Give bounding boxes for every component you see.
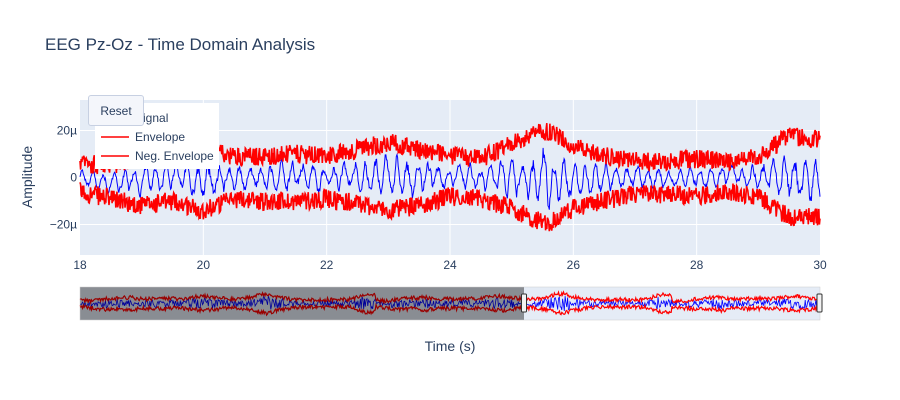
range-slider-neg-envelope-line — [79, 302, 821, 317]
y-tick-label: 0 — [70, 171, 77, 185]
legend-item-neg-envelope[interactable]: Neg. Envelope — [101, 149, 214, 163]
reset-button[interactable]: Reset — [88, 95, 144, 126]
legend[interactable]: Signal Envelope Neg. Envelope — [95, 103, 219, 169]
x-tick-label: 30 — [813, 258, 827, 272]
x-tick-label: 20 — [197, 258, 211, 272]
series-neg-envelope-line — [79, 182, 821, 232]
x-tick-label: 28 — [690, 258, 704, 272]
legend-label-neg-envelope: Neg. Envelope — [135, 149, 214, 163]
legend-label-envelope: Envelope — [135, 130, 185, 144]
y-axis-ticks: −20µ 0 20µ — [50, 124, 78, 232]
x-axis-ticks: 18 20 22 24 26 28 30 — [73, 258, 827, 272]
range-slider-unselected-mask[interactable] — [80, 287, 524, 320]
chart-title: EEG Pz-Oz - Time Domain Analysis — [45, 35, 315, 54]
y-axis-title: Amplitude — [19, 146, 35, 208]
legend-item-envelope[interactable]: Envelope — [101, 130, 185, 144]
x-tick-label: 18 — [73, 258, 87, 272]
range-slider[interactable] — [79, 286, 823, 321]
x-tick-label: 22 — [320, 258, 334, 272]
range-slider-left-handle[interactable] — [521, 293, 527, 313]
y-tick-label: −20µ — [50, 217, 77, 231]
range-slider-signal-line — [79, 295, 821, 312]
range-slider-envelope-line — [79, 290, 821, 306]
series-signal-line — [79, 147, 821, 210]
x-tick-label: 26 — [567, 258, 581, 272]
x-tick-label: 24 — [443, 258, 457, 272]
y-tick-label: 20µ — [57, 124, 77, 138]
range-slider-lines — [79, 290, 821, 317]
x-axis-title: Time (s) — [425, 338, 476, 354]
range-slider-right-handle[interactable] — [816, 293, 823, 313]
